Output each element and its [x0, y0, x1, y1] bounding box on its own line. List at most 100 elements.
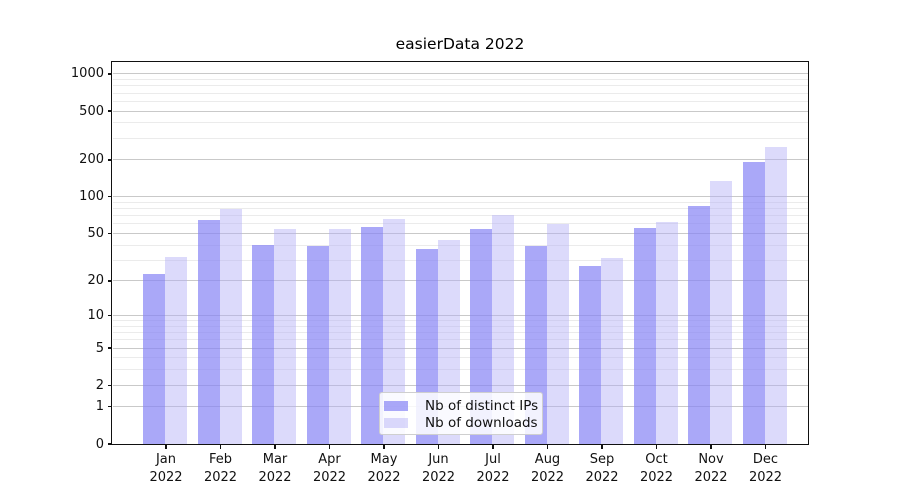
minor-gridline [112, 215, 808, 217]
x-tick-mark [601, 444, 603, 450]
bar-downloads [328, 229, 351, 444]
legend: Nb of distinct IPs Nb of downloads [379, 392, 543, 435]
x-tick-label: Sep 2022 [585, 452, 619, 485]
x-tick-mark [492, 444, 494, 450]
plot-area [112, 62, 808, 444]
x-tick-mark [437, 444, 440, 450]
y-tick-mark [108, 232, 113, 234]
x-tick-label: May 2022 [367, 452, 401, 485]
x-tick-mark [764, 444, 767, 450]
y-tick-label: 0 [95, 436, 104, 452]
bar-distinct-ips [579, 265, 601, 444]
x-tick-mark [328, 444, 331, 450]
x-tick-mark [710, 444, 712, 450]
x-tick-label: Jan 2022 [149, 452, 183, 485]
minor-gridline [112, 79, 808, 81]
y-tick-mark [108, 280, 113, 282]
y-tick-mark [108, 443, 113, 445]
x-tick-label: Dec 2022 [748, 452, 783, 485]
y-tick-label: 20 [87, 273, 104, 289]
y-tick-mark [108, 406, 113, 408]
minor-gridline [112, 325, 808, 327]
x-tick-label: Aug 2022 [530, 452, 565, 485]
bar-downloads [601, 258, 623, 444]
major-gridline [112, 159, 808, 161]
bar-downloads [274, 229, 296, 444]
x-tick-mark [219, 444, 222, 450]
major-gridline [112, 347, 808, 349]
bar-downloads [492, 214, 514, 444]
y-tick-mark [108, 159, 113, 161]
x-tick-mark [165, 444, 167, 450]
bar-distinct-ips [470, 229, 492, 444]
x-tick-mark [383, 444, 385, 450]
x-tick-label: Apr 2022 [312, 452, 347, 485]
minor-gridline [112, 332, 808, 334]
y-tick-mark [108, 384, 113, 386]
bar-downloads [546, 223, 569, 444]
minor-gridline [112, 369, 808, 371]
y-tick-label: 200 [79, 152, 104, 168]
y-tick-mark [108, 73, 113, 75]
y-tick-mark [108, 196, 113, 198]
bar-downloads [383, 218, 405, 444]
minor-gridline [112, 208, 808, 210]
x-tick-mark [274, 444, 276, 450]
y-tick-label: 10 [87, 308, 104, 324]
y-tick-label: 1000 [70, 66, 104, 82]
minor-gridline [112, 137, 808, 139]
y-tick-label: 100 [79, 189, 104, 205]
major-gridline [112, 315, 808, 317]
minor-gridline [112, 223, 808, 225]
y-tick-label: 2 [95, 377, 104, 393]
minor-gridline [112, 122, 808, 124]
legend-label-downloads: Nb of downloads [425, 414, 538, 431]
major-gridline [112, 384, 808, 386]
bar-distinct-ips [742, 161, 765, 444]
bar-downloads [165, 256, 187, 444]
minor-gridline [112, 201, 808, 203]
y-tick-mark [108, 314, 113, 317]
y-tick-label: 500 [79, 103, 104, 119]
major-gridline [112, 73, 808, 75]
bar-distinct-ips [143, 273, 165, 444]
minor-gridline [112, 320, 808, 322]
y-tick-label: 5 [95, 340, 104, 356]
minor-gridline [112, 85, 808, 87]
bar-distinct-ips [361, 227, 383, 444]
minor-gridline [112, 244, 808, 246]
major-gridline [112, 232, 808, 234]
minor-gridline [112, 357, 808, 359]
bar-distinct-ips [197, 219, 220, 444]
y-tick-label: 50 [87, 225, 104, 241]
y-tick-label: 1 [95, 399, 104, 415]
legend-label-distinct-ips: Nb of distinct IPs [425, 398, 539, 415]
x-tick-label: Jul 2022 [476, 452, 510, 485]
bar-distinct-ips [252, 245, 274, 444]
major-gridline [112, 110, 808, 112]
bar-distinct-ips [633, 228, 656, 444]
bar-downloads [764, 147, 787, 444]
legend-swatch-distinct-ips [384, 401, 408, 412]
minor-gridline [112, 339, 808, 341]
y-tick-mark [108, 110, 113, 112]
minor-gridline [112, 92, 808, 94]
legend-item-distinct-ips: Nb of distinct IPs [384, 398, 542, 415]
major-gridline [112, 280, 808, 282]
bar-downloads [655, 222, 678, 444]
x-tick-label: Jun 2022 [421, 452, 456, 485]
bar-downloads [219, 209, 242, 444]
x-tick-label: Nov 2022 [694, 452, 728, 485]
x-tick-label: Feb 2022 [203, 452, 238, 485]
legend-item-downloads: Nb of downloads [384, 415, 542, 432]
x-tick-mark [546, 444, 549, 450]
legend-swatch-downloads [384, 417, 408, 428]
chart-title: easierData 2022 [395, 35, 525, 53]
x-tick-label: Mar 2022 [258, 452, 292, 485]
bar-downloads [710, 180, 732, 444]
major-gridline [112, 196, 808, 198]
y-tick-mark [108, 347, 113, 349]
x-tick-mark [655, 444, 658, 450]
bar-distinct-ips [688, 206, 710, 444]
